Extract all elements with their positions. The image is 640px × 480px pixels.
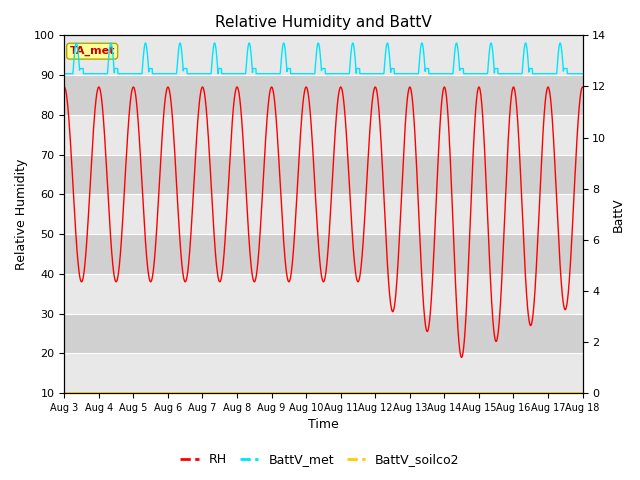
- Y-axis label: Relative Humidity: Relative Humidity: [15, 158, 28, 270]
- Bar: [64, 36, 582, 75]
- Title: Relative Humidity and BattV: Relative Humidity and BattV: [215, 15, 432, 30]
- Bar: [64, 313, 582, 353]
- Bar: [64, 75, 582, 115]
- Bar: [64, 194, 582, 234]
- Y-axis label: BattV: BattV: [612, 197, 625, 231]
- Bar: [64, 155, 582, 194]
- Bar: [64, 353, 582, 393]
- Bar: [64, 234, 582, 274]
- X-axis label: Time: Time: [308, 419, 339, 432]
- Bar: [64, 274, 582, 313]
- Text: TA_met: TA_met: [70, 46, 115, 56]
- Legend: RH, BattV_met, BattV_soilco2: RH, BattV_met, BattV_soilco2: [175, 448, 465, 471]
- Bar: [64, 115, 582, 155]
